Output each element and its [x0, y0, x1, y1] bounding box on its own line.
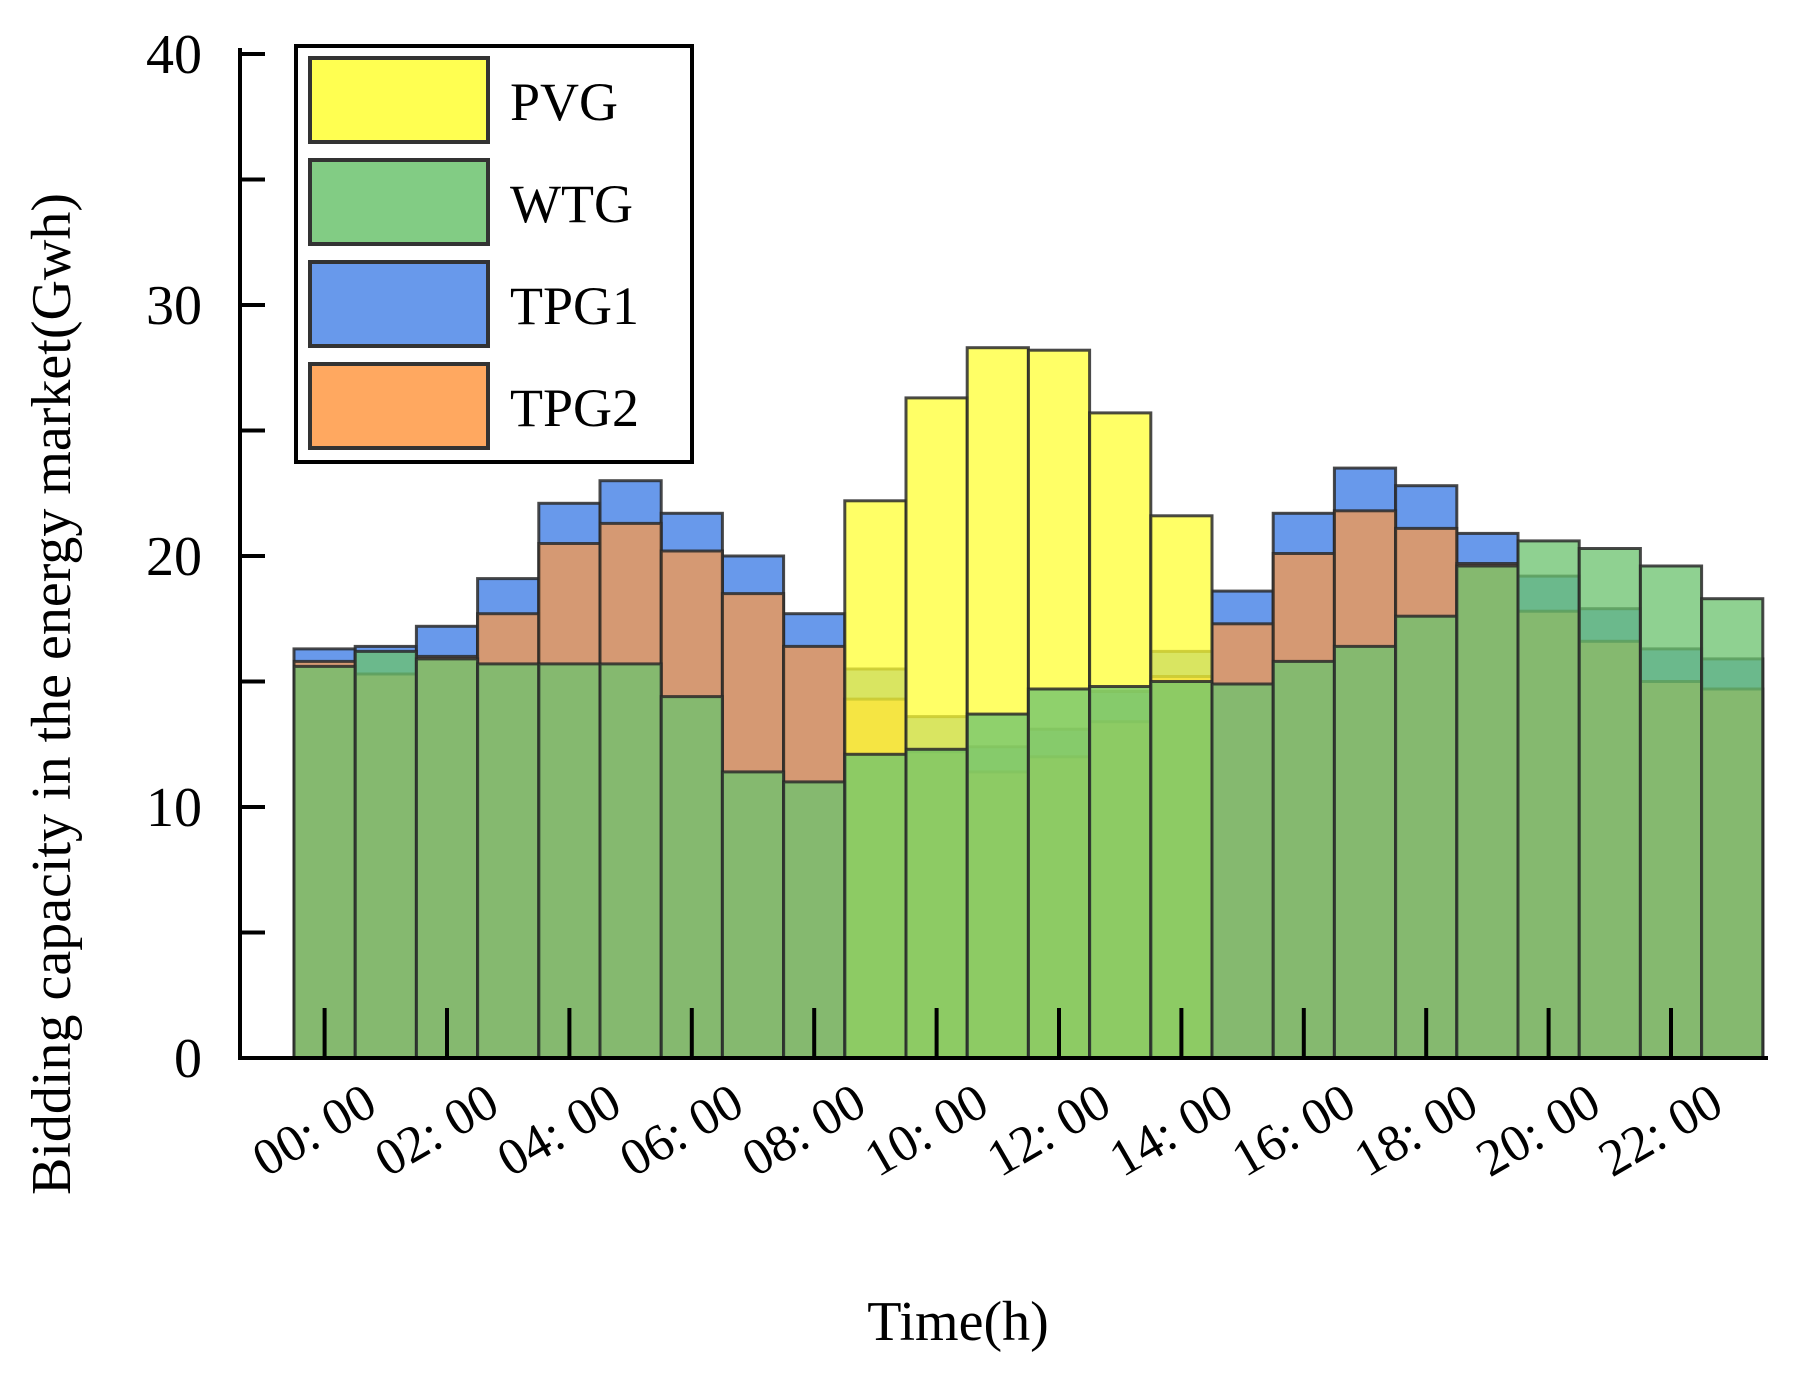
bar-wtg-9 — [843, 752, 908, 1060]
y-tick-label-10: 10 — [146, 777, 202, 839]
legend-label-tpg2: TPG2 — [510, 378, 639, 438]
x-tick-label-7: 14: 00 — [1100, 1073, 1242, 1188]
bar-wtg-0 — [292, 664, 357, 1060]
legend-swatch-pvg — [308, 56, 490, 144]
x-tick-label-6: 12: 00 — [978, 1073, 1120, 1188]
bar-wtg-7 — [720, 770, 786, 1060]
bar-wtg-1 — [353, 649, 418, 1060]
x-tick-label-5: 10: 00 — [855, 1073, 997, 1188]
x-tick-label-10: 20: 00 — [1467, 1073, 1609, 1188]
bar-wtg-11 — [965, 712, 1030, 1060]
bar-wtg-14 — [1149, 680, 1214, 1060]
legend-label-pvg: PVG — [510, 72, 618, 132]
x-tick-label-3: 06: 00 — [610, 1073, 752, 1188]
legend-swatch-tpg2 — [308, 362, 490, 450]
bar-wtg-15 — [1210, 682, 1275, 1060]
x-axis-title: Time(h) — [867, 1291, 1049, 1353]
bar-wtg-12 — [1026, 687, 1092, 1060]
x-tick-label-8: 16: 00 — [1222, 1073, 1364, 1188]
legend-swatch-wtg — [308, 158, 490, 246]
bar-wtg-23 — [1700, 597, 1765, 1060]
y-tick-label-0: 0 — [174, 1028, 202, 1090]
series-wtg — [292, 539, 1765, 1060]
bars-layer — [292, 346, 1765, 1060]
x-tick-label-9: 18: 00 — [1345, 1073, 1487, 1188]
bar-wtg-2 — [414, 657, 480, 1060]
x-tick-label-11: 22: 00 — [1590, 1073, 1732, 1188]
bar-wtg-4 — [537, 662, 602, 1060]
y-tick-label-20: 20 — [146, 526, 202, 588]
x-tick-label-1: 02: 00 — [366, 1073, 508, 1188]
bar-wtg-19 — [1455, 564, 1520, 1060]
y-tick-label-40: 40 — [146, 24, 202, 86]
bar-wtg-20 — [1516, 539, 1581, 1060]
legend-label-wtg: WTG — [510, 174, 633, 234]
x-tick-label-4: 08: 00 — [733, 1073, 875, 1188]
bar-wtg-5 — [598, 662, 663, 1060]
bar-wtg-17 — [1332, 644, 1398, 1060]
legend-swatch-tpg1 — [308, 260, 490, 348]
legend-label-tpg1: TPG1 — [510, 276, 639, 336]
bar-wtg-18 — [1394, 614, 1459, 1060]
bar-wtg-22 — [1638, 564, 1704, 1060]
x-tick-label-0: 00: 00 — [243, 1073, 385, 1188]
legend: PVG WTG TPG1 TPG2 — [294, 44, 694, 464]
bar-wtg-21 — [1577, 547, 1642, 1060]
x-tick-label-2: 04: 00 — [488, 1073, 630, 1188]
y-axis-title: Bidding capacity in the energy market(Gw… — [21, 193, 83, 1195]
bar-wtg-13 — [1088, 685, 1153, 1060]
bar-wtg-16 — [1271, 659, 1336, 1060]
bar-wtg-6 — [659, 695, 724, 1060]
y-tick-label-30: 30 — [146, 275, 202, 337]
bar-wtg-3 — [476, 662, 541, 1060]
